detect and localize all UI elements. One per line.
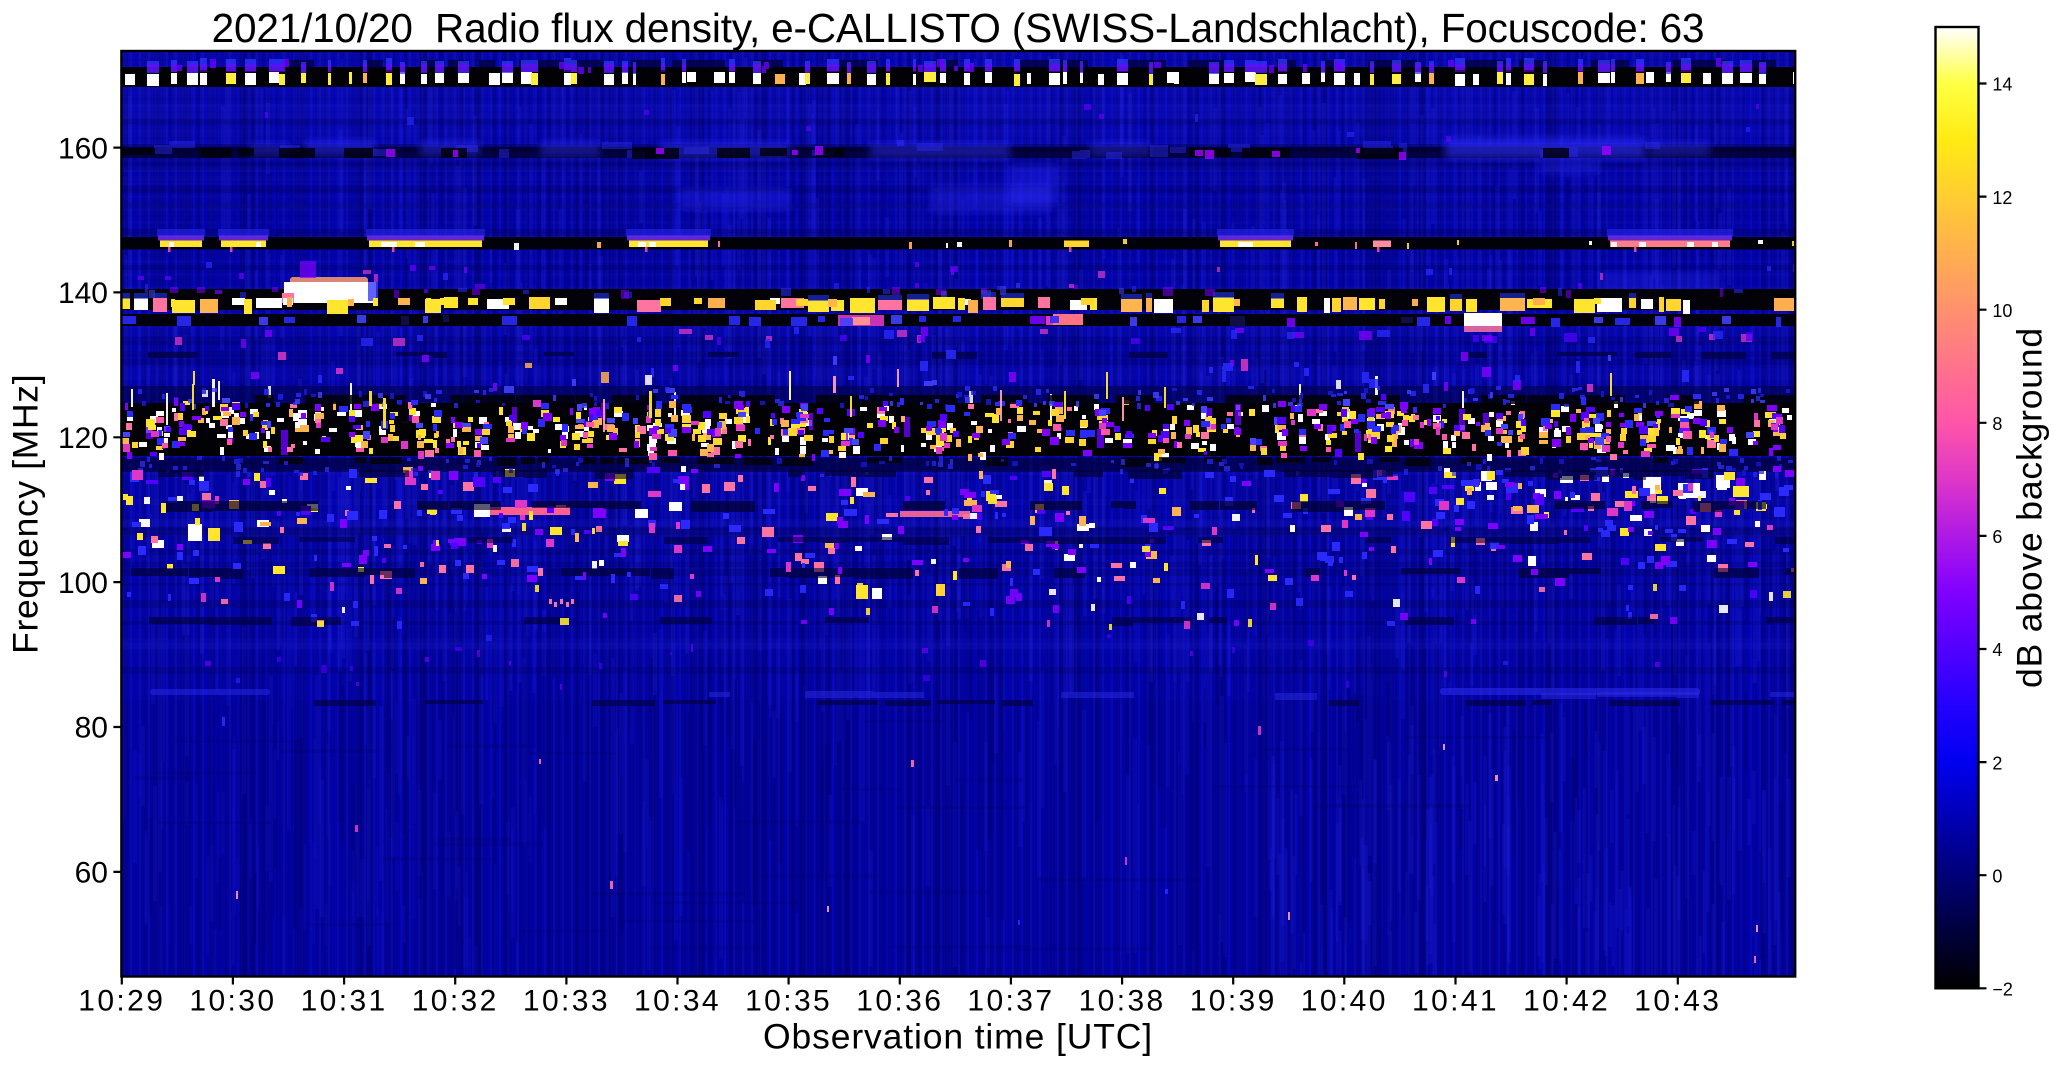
svg-text:10:38: 10:38 [1079,985,1166,1018]
svg-text:0: 0 [1992,866,2002,886]
svg-text:10:30: 10:30 [189,985,276,1018]
svg-text:8: 8 [1992,414,2002,434]
svg-text:dB above background: dB above background [2010,327,2050,688]
svg-text:4: 4 [1992,640,2002,660]
svg-text:2: 2 [1992,753,2002,773]
svg-text:120: 120 [58,422,108,455]
svg-text:160: 160 [58,132,108,165]
svg-text:10:34: 10:34 [634,985,721,1018]
svg-text:10:39: 10:39 [1190,985,1277,1018]
svg-text:Observation time [UTC]: Observation time [UTC] [763,1017,1153,1057]
svg-text:10:43: 10:43 [1634,985,1721,1018]
svg-text:12: 12 [1992,188,2012,208]
svg-text:140: 140 [58,277,108,310]
svg-text:10:32: 10:32 [412,985,499,1018]
svg-text:10:33: 10:33 [523,985,610,1018]
svg-text:60: 60 [75,857,108,890]
svg-text:Frequency [MHz]: Frequency [MHz] [6,374,46,654]
svg-text:100: 100 [58,567,108,600]
svg-text:−2: −2 [1992,980,2013,1000]
svg-text:10:41: 10:41 [1412,985,1499,1018]
svg-text:10:40: 10:40 [1301,985,1388,1018]
svg-text:10:36: 10:36 [856,985,943,1018]
svg-text:10:42: 10:42 [1523,985,1610,1018]
svg-text:14: 14 [1992,75,2012,95]
svg-text:10:35: 10:35 [745,985,832,1018]
svg-text:10:37: 10:37 [967,985,1054,1018]
svg-text:10: 10 [1992,301,2012,321]
svg-text:6: 6 [1992,527,2002,547]
svg-text:2021/10/20 Radio flux density: 2021/10/20 Radio flux density, e-CALLIST… [212,5,1705,51]
svg-text:80: 80 [75,712,108,745]
svg-text:10:31: 10:31 [301,985,388,1018]
svg-text:10:29: 10:29 [78,985,165,1018]
